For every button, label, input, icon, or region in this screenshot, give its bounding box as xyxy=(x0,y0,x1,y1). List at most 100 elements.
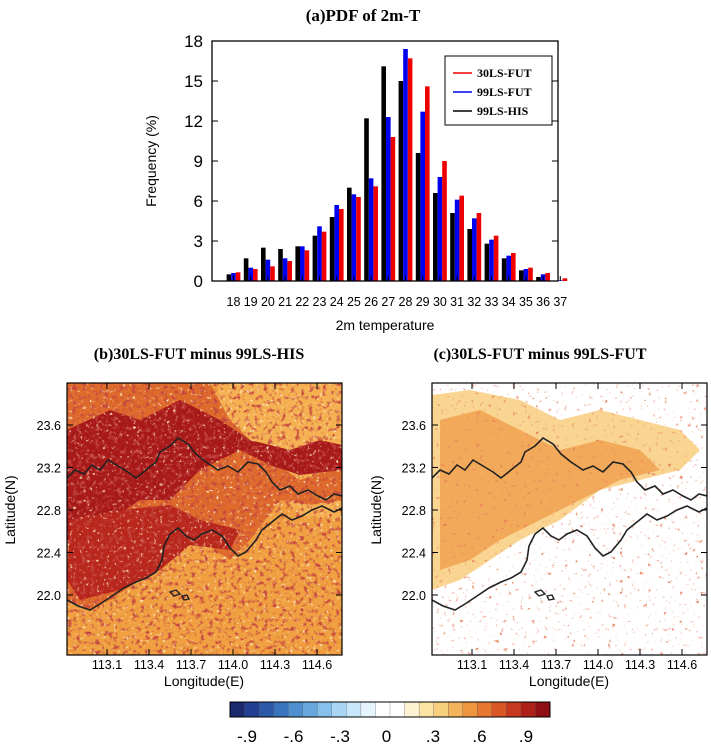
bar-99ls-fut-28 xyxy=(403,49,408,281)
bar-99ls-his-33 xyxy=(484,243,490,281)
bar-30ls-fut-24 xyxy=(339,209,344,281)
colorbar-cell xyxy=(346,701,362,718)
map-y-tick-label: 22.4 xyxy=(402,547,426,561)
colorbar-cell xyxy=(360,701,376,718)
bar-30ls-fut-37 xyxy=(562,278,568,281)
colorbar-cell xyxy=(389,701,406,718)
map-field-b xyxy=(67,383,342,655)
bar-30ls-fut-34 xyxy=(511,253,516,281)
coastline-b xyxy=(67,436,342,611)
x-tick-label: 18 xyxy=(227,295,241,309)
colorbar-cell xyxy=(535,701,551,718)
y-axis-label-b: Latitude(N) xyxy=(2,475,18,544)
map-x-tick-label: 114.0 xyxy=(218,658,248,672)
bar-30ls-fut-25 xyxy=(356,197,361,281)
bar-99ls-his-35 xyxy=(519,270,524,281)
colorbar-cell xyxy=(375,701,391,718)
map-y-tick-label: 22.8 xyxy=(37,504,61,518)
map-y-tick-label: 22.4 xyxy=(37,547,61,561)
bar-30ls-fut-26 xyxy=(373,186,378,281)
map-x-tick-label: 114.6 xyxy=(302,658,332,672)
y-tick-label: 0 xyxy=(194,272,203,291)
x-tick-label: 34 xyxy=(502,295,516,309)
map-x-tick-label: 113.4 xyxy=(134,658,164,672)
bar-30ls-fut-19 xyxy=(253,269,258,281)
map-x-tick-label: 113.1 xyxy=(457,658,487,672)
colorbar-cell xyxy=(462,701,478,718)
map-y-tick-label: 23.6 xyxy=(37,419,61,433)
bar-99ls-his-20 xyxy=(261,247,266,281)
colorbar-cell xyxy=(229,701,246,718)
bar-99ls-his-22 xyxy=(295,246,300,281)
x-axis-label-b: Longitude(E) xyxy=(164,673,244,689)
colorbar-cell xyxy=(288,701,304,718)
bar-99ls-fut-27 xyxy=(386,117,391,281)
chart-c-title: (c)30LS-FUT minus 99LS-FUT xyxy=(433,346,646,363)
bar-30ls-fut-35 xyxy=(528,267,533,281)
x-tick-label: 35 xyxy=(519,295,533,309)
legend-label-30ls-fut: 30LS-FUT xyxy=(477,66,532,80)
y-tick-label: 9 xyxy=(194,152,203,171)
x-tick-label: 26 xyxy=(364,295,378,309)
colorbar-cell xyxy=(448,701,464,718)
x-tick-label: 20 xyxy=(261,295,275,309)
y-axis-ticks-c: 22.0 22.4 22.8 23.2 23.6 xyxy=(402,419,707,603)
colorbar-label: -.9 xyxy=(237,727,257,746)
map-x-tick-label: 113.7 xyxy=(176,658,206,672)
x-tick-label: 19 xyxy=(244,295,258,309)
map-y-tick-label: 22.0 xyxy=(402,589,426,603)
x-axis-label-c: Longitude(E) xyxy=(529,673,609,689)
x-tick-label: 28 xyxy=(399,295,413,309)
bar-30ls-fut-33 xyxy=(493,235,499,281)
x-axis-ticks-c: 113.1 113.4 113.7 114.0 114.3 114.6 xyxy=(457,383,697,672)
map-y-tick-label: 22.8 xyxy=(402,504,426,518)
legend: 30LS-FUT 99LS-FUT 99LS-HIS xyxy=(444,55,553,126)
colorbar-label: -.3 xyxy=(330,727,350,746)
y-tick-label: 12 xyxy=(184,112,203,131)
bar-30ls-fut-30 xyxy=(442,161,447,281)
bar-99ls-his-31 xyxy=(450,213,455,281)
colorbar-label: .9 xyxy=(519,727,533,746)
x-tick-label: 33 xyxy=(485,295,499,309)
bar-99ls-his-23 xyxy=(312,235,318,281)
colorbar-cell xyxy=(273,701,289,718)
y-axis-ticks-b: 22.0 22.4 22.8 23.2 23.6 xyxy=(37,419,342,603)
x-tick-label: 36 xyxy=(536,295,550,309)
x-tick-label: 29 xyxy=(416,295,430,309)
bar-99ls-fut-23 xyxy=(317,226,322,281)
chart-b-title: (b)30LS-FUT minus 99LS-HIS xyxy=(94,346,305,363)
x-tick-label: 21 xyxy=(278,295,292,309)
x-tick-label: 24 xyxy=(330,295,344,309)
x-tick-label: 31 xyxy=(450,295,464,309)
y-axis-ticks: 0 3 6 9 12 15 18 xyxy=(184,32,558,291)
y-tick-label: 6 xyxy=(194,192,203,211)
x-tick-label: 37 xyxy=(553,295,567,309)
bar-99ls-his-27 xyxy=(381,66,386,281)
map-panel-c: (c)30LS-FUT minus 99LS-FUT 113.1 113.4 113… xyxy=(368,346,708,689)
colorbar-cell xyxy=(317,701,333,718)
colorbar-cell xyxy=(477,701,493,718)
bar-99ls-his-26 xyxy=(364,118,369,281)
x-axis-ticks: 18 19 20 21 22 23 24 25 26 27 28 29 30 31 32 33 34 35 36 37 xyxy=(227,276,567,309)
map-x-tick-label: 113.7 xyxy=(541,658,571,672)
bar-99ls-fut-35 xyxy=(523,269,529,281)
bar-99ls-his-34 xyxy=(501,258,507,281)
bar-30ls-fut-36 xyxy=(545,273,550,281)
bar-30ls-fut-23 xyxy=(321,231,327,281)
legend-box xyxy=(444,55,553,126)
map-y-tick-label: 23.2 xyxy=(402,462,426,476)
map-x-tick-label: 114.6 xyxy=(667,658,697,672)
map-x-tick-label: 114.3 xyxy=(625,658,655,672)
bar-99ls-fut-26 xyxy=(368,178,374,281)
map-field-c xyxy=(432,383,707,655)
map-y-tick-label: 23.6 xyxy=(402,419,426,433)
bar-99ls-fut-20 xyxy=(265,259,271,281)
colorbar-cell xyxy=(491,701,507,718)
colorbar-label: -.6 xyxy=(284,727,304,746)
bar-99ls-fut-19 xyxy=(248,267,253,281)
bar-99ls-fut-33 xyxy=(489,239,494,281)
map-x-tick-label: 114.3 xyxy=(260,658,290,672)
y-axis-label-c: Latitude(N) xyxy=(368,475,384,544)
